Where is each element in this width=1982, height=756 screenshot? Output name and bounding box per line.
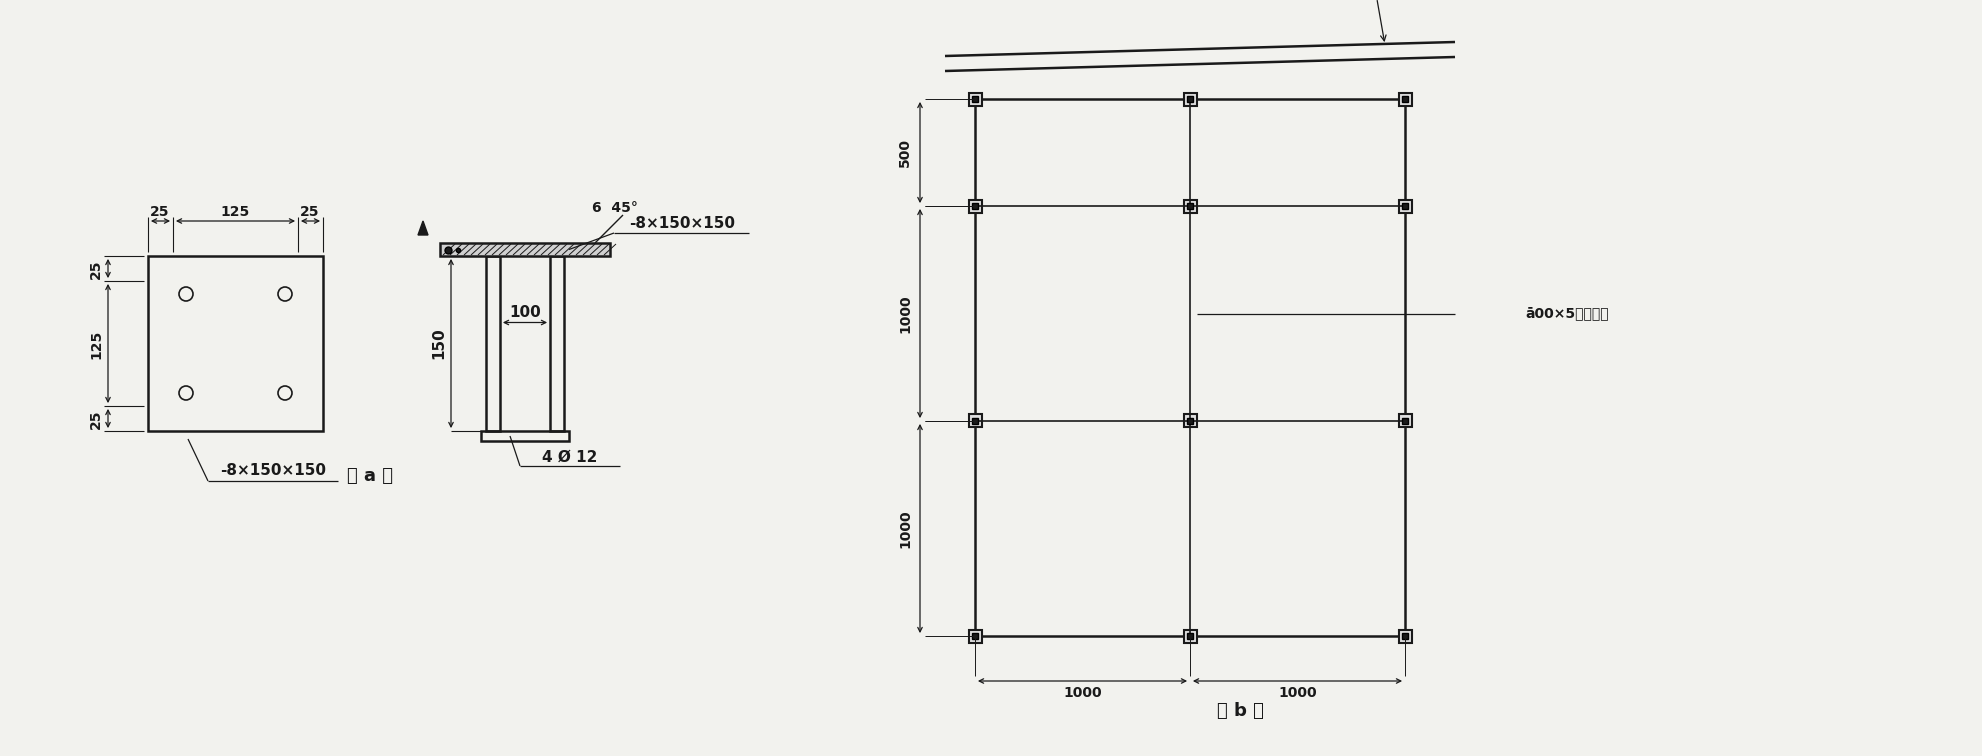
Bar <box>482 431 569 441</box>
Text: 25: 25 <box>89 409 103 429</box>
Text: （ b ）: （ b ） <box>1215 702 1263 720</box>
Text: -8×150×150: -8×150×150 <box>628 215 735 231</box>
Bar <box>1397 92 1411 106</box>
Bar <box>967 200 981 212</box>
Bar <box>440 243 610 256</box>
Text: 25: 25 <box>89 259 103 279</box>
Bar <box>1183 200 1195 212</box>
Text: 1000: 1000 <box>1278 686 1316 700</box>
Text: 4 Ø 12: 4 Ø 12 <box>541 450 597 464</box>
Bar <box>975 99 1405 636</box>
Text: 125: 125 <box>220 205 250 219</box>
Text: 125: 125 <box>89 330 103 358</box>
Bar <box>1183 630 1195 643</box>
Text: 1000: 1000 <box>898 294 912 333</box>
Text: 25: 25 <box>299 205 319 219</box>
Bar <box>967 630 981 643</box>
Text: 25: 25 <box>151 205 170 219</box>
Text: 150: 150 <box>432 327 446 359</box>
Bar <box>967 92 981 106</box>
Bar <box>1397 414 1411 427</box>
Bar <box>1397 200 1411 212</box>
Text: -8×150×150: -8×150×150 <box>220 463 325 479</box>
Text: 墙边线: 墙边线 <box>1362 0 1387 41</box>
Bar <box>967 414 981 427</box>
Bar <box>549 256 563 431</box>
Text: ā00×5矩形鑂柱: ā00×5矩形鑂柱 <box>1524 306 1607 321</box>
Bar <box>1183 92 1195 106</box>
Bar <box>1183 414 1195 427</box>
Text: （ a ）: （ a ） <box>347 467 392 485</box>
Polygon shape <box>418 221 428 235</box>
Text: 500: 500 <box>898 138 912 167</box>
Text: 6  45°: 6 45° <box>593 201 638 215</box>
Text: 100: 100 <box>509 305 541 320</box>
Text: 1000: 1000 <box>898 510 912 548</box>
Bar <box>1397 630 1411 643</box>
Bar <box>486 256 499 431</box>
Text: 1000: 1000 <box>1062 686 1102 700</box>
Bar <box>149 256 323 431</box>
